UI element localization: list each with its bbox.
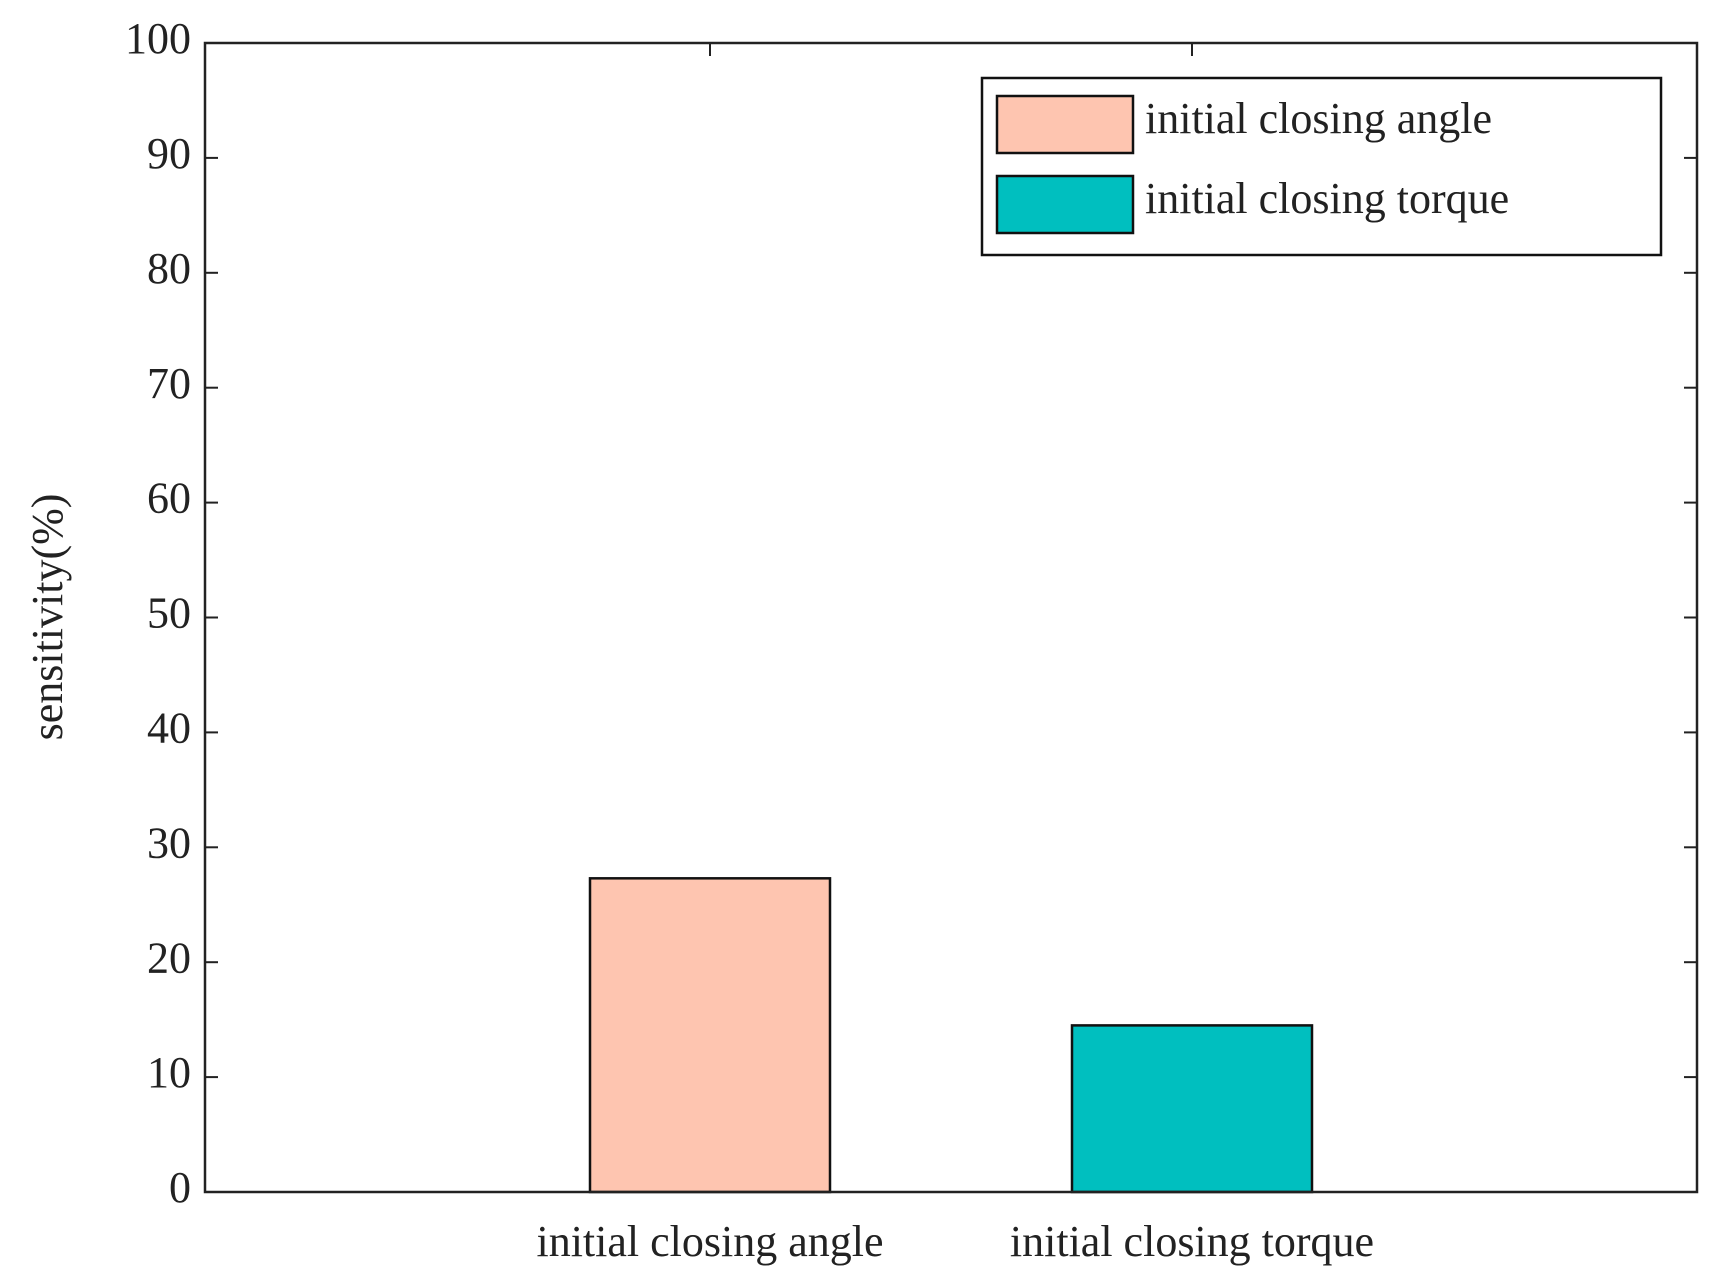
y-tick-label: 80	[147, 244, 191, 293]
y-tick-label: 70	[147, 359, 191, 408]
axes-frame	[203, 41, 1699, 1194]
y-tick-label: 0	[169, 1163, 191, 1212]
y-tick-label: 40	[147, 703, 191, 752]
y-tick-label: 10	[147, 1048, 191, 1097]
bar	[1070, 1024, 1314, 1194]
y-axis-label: sensitivity(%)	[23, 494, 72, 741]
x-tick-label: initial closing torque	[1010, 1217, 1374, 1266]
y-tick-label: 100	[125, 14, 191, 63]
legend-swatch	[995, 94, 1135, 155]
legend-label: initial closing torque	[1145, 174, 1509, 223]
y-tick-label: 20	[147, 933, 191, 982]
y-tick-label: 50	[147, 589, 191, 638]
legend-swatch	[995, 174, 1135, 235]
legend-label: initial closing angle	[1145, 94, 1492, 143]
x-tick-label: initial closing angle	[536, 1217, 883, 1266]
y-tick-label: 90	[147, 129, 191, 178]
y-tick-label: 30	[147, 818, 191, 867]
y-tick-label: 60	[147, 474, 191, 523]
bar	[588, 877, 832, 1194]
